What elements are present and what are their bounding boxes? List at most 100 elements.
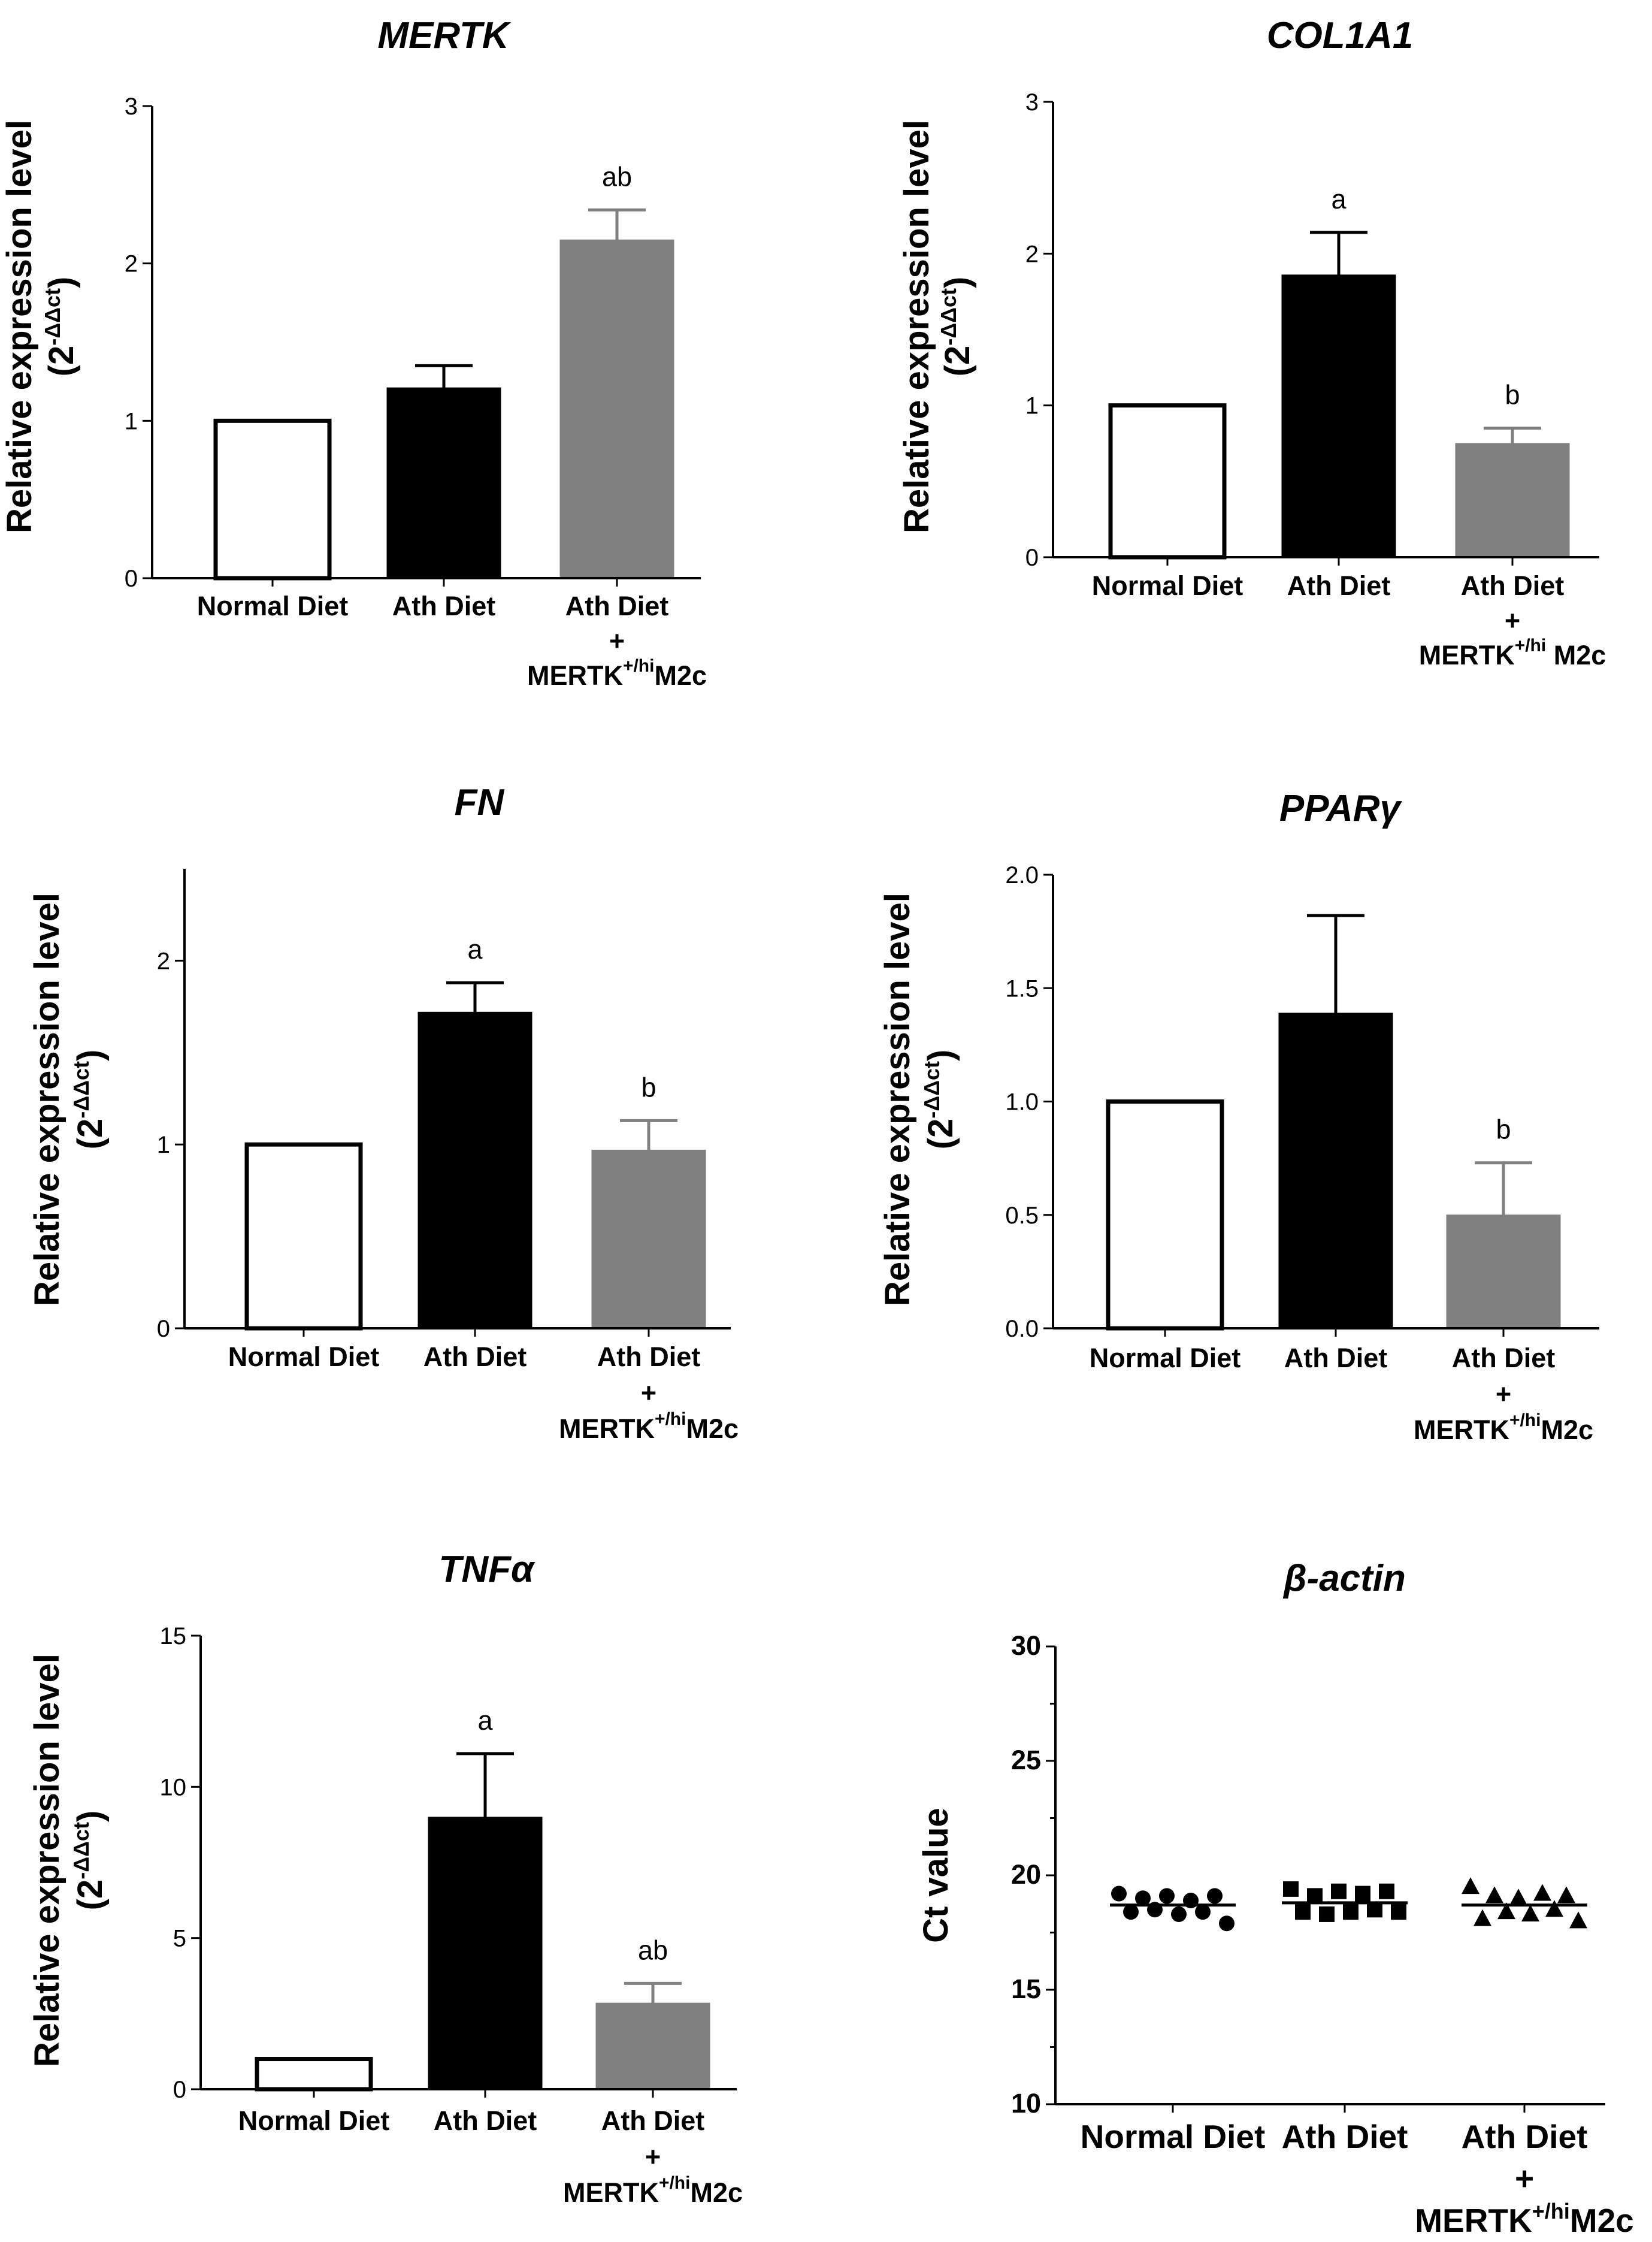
chart-beta-actin: β-actin Ct value 10 15 20 25 30 Normal Diet Ath … [916, 1558, 1634, 2239]
category-label-2-line-1: + [1515, 2160, 1534, 2197]
bar-1 [417, 1011, 532, 1329]
point-0-4 [1159, 1888, 1175, 1904]
point-2-3 [1497, 1902, 1515, 1920]
bar-0 [1106, 1099, 1224, 1331]
y-tick-label: 15 [160, 1623, 187, 1649]
chart-ppar-gamma: PPARγ Relative expression level (2-ΔΔct) b 0… [878, 788, 1599, 1445]
y-tick-label: 2 [157, 948, 170, 974]
y-axis-unit: (2-ΔΔct) [919, 1050, 960, 1150]
chart-tnf-alpha: TNFα Relative expression level (2-ΔΔct) a ab… [28, 1549, 743, 2208]
point-0-5 [1171, 1906, 1187, 1922]
bar-1 [386, 387, 501, 579]
significance-label-2: b [1505, 380, 1520, 410]
category-label-0-line-0: Normal Diet [228, 1341, 380, 1372]
panel-title: MERTK [377, 15, 512, 56]
y-tick-label: 0 [173, 2077, 186, 2103]
y-tick-label: 0 [1025, 545, 1039, 571]
y-tick-label: 2 [125, 251, 138, 277]
point-2-0 [1462, 1877, 1479, 1894]
y-tick-label: 1.0 [1005, 1089, 1039, 1116]
point-2-2 [1485, 1886, 1503, 1903]
category-label-2-line-0: Ath Diet [1452, 1343, 1556, 1373]
category-label-2-line-0: Ath Diet [1461, 570, 1565, 601]
point-0-7 [1195, 1904, 1211, 1920]
point-1-7 [1367, 1902, 1382, 1918]
bar-2 [1446, 1214, 1561, 1329]
point-2-5 [1521, 1904, 1539, 1921]
bar-1 [428, 1817, 543, 2090]
y-tick-label: 30 [1011, 1630, 1041, 1661]
bar-0 [244, 1142, 363, 1331]
y-tick-label: 0 [125, 566, 138, 592]
bar-2 [1455, 443, 1570, 558]
significance-label-2: b [1496, 1114, 1511, 1145]
y-tick-label: 1 [157, 1132, 170, 1158]
point-1-5 [1343, 1904, 1358, 1920]
point-1-8 [1379, 1883, 1394, 1899]
chart-col1a1: COL1A1 Relative expression level (2-ΔΔct) a… [897, 15, 1606, 670]
y-axis-label: Relative expression level [878, 893, 917, 1306]
y-tick-label: 20 [1011, 1859, 1041, 1890]
category-label-0-line-0: Normal Diet [238, 2105, 390, 2136]
category-label-2-line-0: Ath Diet [565, 591, 669, 621]
y-tick-label: 15 [1011, 1974, 1041, 2004]
category-label-2-line-1: + [1496, 1379, 1511, 1409]
category-label-1-line-0: Ath Diet [1287, 570, 1391, 601]
y-axis-label: Relative expression level [28, 893, 66, 1306]
y-tick-label: 25 [1011, 1745, 1041, 1775]
significance-label-1: a [467, 934, 483, 965]
category-label-2-line-1: + [1505, 605, 1520, 636]
bar-1 [1278, 1013, 1393, 1329]
point-2-4 [1509, 1889, 1527, 1906]
category-label-0-line-0: Normal Diet [197, 591, 349, 621]
category-label-2-line-1: + [645, 2141, 661, 2172]
point-2-1 [1474, 1909, 1491, 1926]
category-label-2-line-0: Ath Diet [601, 2105, 705, 2136]
point-2-7 [1545, 1900, 1563, 1917]
y-axis-label: Relative expression level [28, 1654, 66, 2067]
panel-title: FN [455, 782, 505, 823]
point-0-0 [1111, 1886, 1127, 1902]
significance-label-2: b [641, 1072, 656, 1102]
y-tick-label: 2 [1025, 241, 1039, 267]
y-tick-label: 0 [157, 1316, 170, 1342]
y-axis-label: Relative expression level [0, 120, 39, 533]
category-label-2-line-0: Ath Diet [597, 1341, 701, 1372]
bar-0 [1108, 403, 1227, 560]
category-label-2-line-0: Ath Diet [1462, 2118, 1588, 2155]
panel-title: COL1A1 [1267, 15, 1414, 56]
category-label-2-line-2: MERTK+/hi M2c [1419, 636, 1606, 670]
significance-label-1: a [477, 1705, 493, 1736]
category-label-2-line-2: MERTK+/hiM2c [1414, 1410, 1593, 1445]
chart-fn: FN Relative expression level (2-ΔΔct) a b 0 1 2… [28, 782, 739, 1444]
y-tick-label: 5 [173, 1926, 186, 1952]
point-2-9 [1569, 1911, 1587, 1929]
category-label-2-line-2: MERTK+/hiM2c [559, 1409, 739, 1444]
significance-label-1: a [1331, 184, 1347, 214]
y-tick-label: 1 [125, 408, 138, 434]
category-label-1-line-0: Ath Diet [423, 1341, 527, 1372]
point-0-9 [1219, 1915, 1235, 1932]
category-label-0-line-0: Normal Diet [1081, 2118, 1266, 2155]
bar-1 [1281, 274, 1396, 558]
bar-0 [255, 2057, 373, 2092]
significance-label-2: ab [638, 1935, 668, 1965]
category-label-0-line-0: Normal Diet [1092, 570, 1243, 601]
point-1-9 [1391, 1904, 1406, 1920]
y-tick-label: 0.0 [1005, 1316, 1039, 1342]
y-axis-label: Relative expression level [897, 120, 936, 533]
point-0-8 [1207, 1888, 1223, 1904]
point-1-1 [1295, 1904, 1311, 1920]
point-1-6 [1355, 1886, 1370, 1902]
y-axis-label: Ct value [916, 1808, 955, 1943]
category-label-1-line-0: Ath Diet [392, 591, 496, 621]
panel-title: β-actin [1282, 1558, 1406, 1599]
category-label-1-line-0: Ath Diet [1284, 1343, 1388, 1373]
y-tick-label: 1.5 [1005, 975, 1039, 1002]
y-axis-unit: (2-ΔΔct) [69, 1050, 110, 1150]
panel-title: PPARγ [1279, 788, 1403, 829]
point-1-0 [1283, 1881, 1299, 1897]
category-label-2-line-2: MERTK+/hiM2c [563, 2173, 743, 2208]
y-tick-label: 3 [125, 93, 138, 120]
